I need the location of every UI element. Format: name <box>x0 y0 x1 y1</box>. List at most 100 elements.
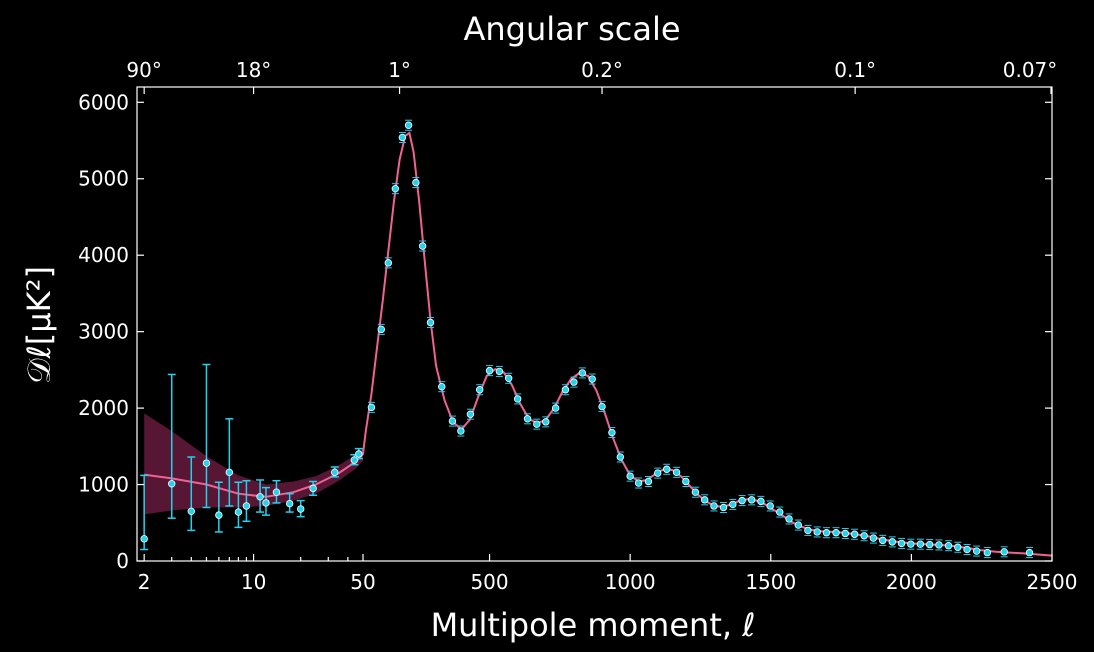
data-point <box>944 542 953 550</box>
data-point-layer <box>140 121 1034 557</box>
data-point <box>215 511 223 519</box>
x-tick-label: 2500 <box>1027 570 1078 594</box>
data-point <box>523 415 532 423</box>
x-tick-label: 2000 <box>886 570 937 594</box>
data-point <box>384 259 393 267</box>
cosmic-variance-band <box>144 413 363 515</box>
top-tick-label: 0.07° <box>1003 58 1058 82</box>
data-point <box>457 427 465 435</box>
data-point <box>935 541 943 549</box>
data-point <box>841 529 849 538</box>
data-point <box>297 505 305 513</box>
data-point <box>285 499 294 508</box>
data-point <box>766 502 774 510</box>
data-point <box>256 493 264 501</box>
x-tick-label: 2 <box>138 570 151 594</box>
data-point <box>682 477 690 486</box>
data-point <box>719 503 728 512</box>
data-point <box>644 477 653 486</box>
data-point <box>202 459 211 467</box>
data-point <box>418 242 427 250</box>
data-point <box>398 133 407 142</box>
y-tick-label: 2000 <box>78 396 129 420</box>
data-point <box>485 366 494 375</box>
data-point <box>466 410 475 418</box>
data-point <box>438 382 446 391</box>
data-point <box>426 318 435 327</box>
y-tick-label: 3000 <box>78 320 129 344</box>
data-point <box>513 395 522 403</box>
axes-layer: 2 10 50 500 1000 1500 2000 2500 0 1000 2000 3000 400… <box>78 58 1077 594</box>
data-point <box>776 508 784 516</box>
data-point <box>168 480 176 488</box>
data-point <box>367 403 376 412</box>
cosmic-variance-band-layer <box>144 413 363 515</box>
data-point <box>832 529 840 537</box>
data-point <box>225 468 234 477</box>
data-point <box>476 386 484 394</box>
data-point <box>551 404 560 412</box>
data-point <box>355 450 363 458</box>
data-point <box>897 539 906 548</box>
data-point <box>757 497 765 506</box>
data-point <box>729 500 737 509</box>
top-tick-label: 18° <box>236 58 271 82</box>
data-point <box>331 468 339 477</box>
x-tick-label: 1000 <box>605 570 656 594</box>
data-point <box>350 456 359 464</box>
error-bar-layer <box>140 119 1034 559</box>
x-tick-label: 50 <box>350 570 375 594</box>
data-point <box>404 121 413 129</box>
data-point <box>272 488 281 496</box>
data-point <box>916 540 925 548</box>
data-point <box>309 484 317 493</box>
x-tick-label: 10 <box>241 570 266 594</box>
top-tick-label: 0.1° <box>834 58 876 82</box>
data-point <box>504 374 513 382</box>
data-point <box>963 545 971 554</box>
x-tick-label: 500 <box>470 570 508 594</box>
data-point <box>578 369 587 377</box>
data-point <box>448 417 457 425</box>
plot-frame <box>136 86 1053 562</box>
data-point <box>804 526 812 535</box>
data-point <box>570 378 578 386</box>
data-point <box>542 418 550 426</box>
data-point <box>983 548 992 557</box>
data-point <box>663 465 671 473</box>
data-point <box>654 469 662 477</box>
data-point <box>691 488 700 496</box>
y-axis-title: 𝒟ℓ[μK²] <box>20 266 58 384</box>
data-point <box>588 375 596 383</box>
top-tick-label: 1° <box>388 58 411 82</box>
y-tick-label: 6000 <box>78 90 129 114</box>
data-point <box>561 386 570 394</box>
top-axis-title: Angular scale <box>463 10 680 48</box>
data-point <box>262 499 270 507</box>
data-point <box>234 508 243 516</box>
y-tick-label: 5000 <box>78 167 129 191</box>
data-point <box>710 502 718 510</box>
data-point <box>869 534 878 542</box>
y-tick-label: 1000 <box>78 473 129 497</box>
data-point <box>794 521 803 529</box>
top-tick-label: 90° <box>126 58 161 82</box>
y-tick-label: 0 <box>116 549 129 573</box>
data-point <box>598 402 606 411</box>
data-point <box>972 547 981 555</box>
data-point <box>888 538 896 546</box>
top-tick-label: 0.2° <box>581 58 623 82</box>
data-point <box>879 536 887 545</box>
data-point <box>495 367 504 376</box>
x-tick-label: 1500 <box>745 570 796 594</box>
data-point <box>1025 548 1034 557</box>
data-point <box>626 472 634 480</box>
data-point <box>850 530 859 538</box>
data-point <box>738 496 746 505</box>
data-point <box>813 528 821 536</box>
data-point <box>242 502 251 510</box>
data-point <box>187 507 195 516</box>
data-point <box>747 496 756 504</box>
